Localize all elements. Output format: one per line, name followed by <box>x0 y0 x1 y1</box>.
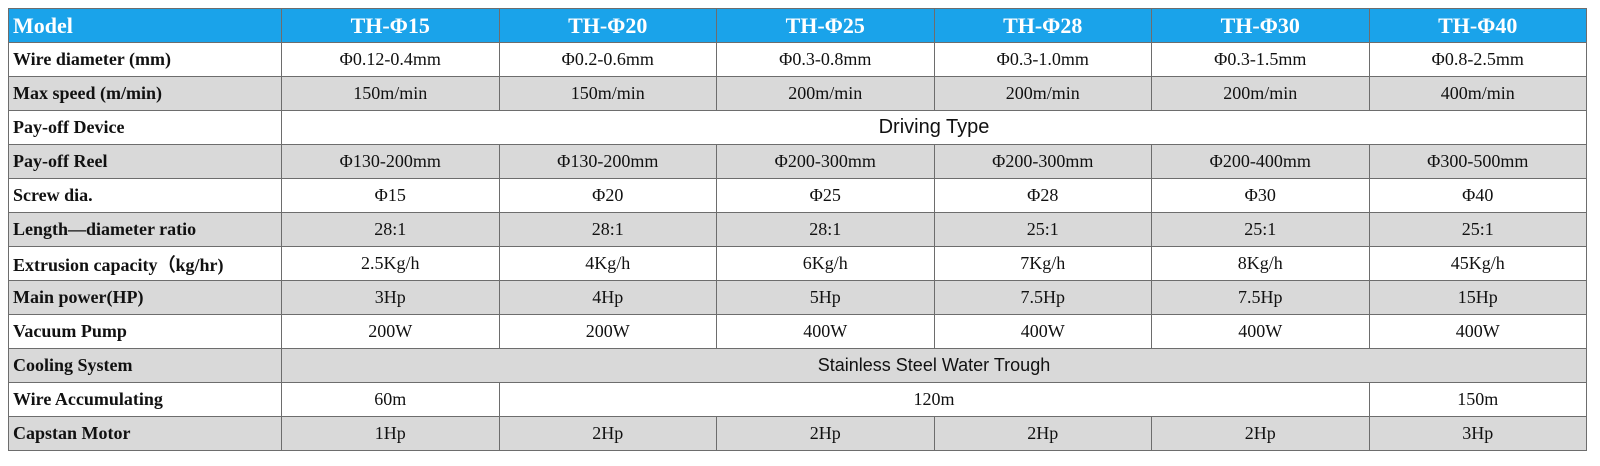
spec-table-container: Model TH-Φ15 TH-Φ20 TH-Φ25 TH-Φ28 TH-Φ30… <box>8 8 1587 451</box>
table-cell: 5Hp <box>716 280 935 315</box>
table-cell: 2Hp <box>1151 416 1370 451</box>
table-cell: 200m/min <box>933 76 1152 111</box>
table-cell: 200W <box>281 314 500 349</box>
table-cell: 2Hp <box>498 416 717 451</box>
table-cell: 2.5Kg/h <box>281 246 500 281</box>
table-cell: 60m <box>281 382 500 417</box>
table-cell: Φ130-200mm <box>281 144 500 179</box>
table-cell: 200m/min <box>716 76 935 111</box>
table-cell: 200m/min <box>1151 76 1370 111</box>
row-payoff-reel: Pay-off Reel Φ130-200mm Φ130-200mm Φ200-… <box>8 144 1587 179</box>
table-cell: 3Hp <box>1368 416 1587 451</box>
table-cell: 15Hp <box>1368 280 1587 315</box>
row-label: Capstan Motor <box>8 416 282 451</box>
table-cell: Φ28 <box>933 178 1152 213</box>
row-label: Pay-off Device <box>8 110 282 145</box>
row-cooling-system: Cooling System Stainless Steel Water Tro… <box>8 348 1587 383</box>
table-cell: 28:1 <box>716 212 935 247</box>
table-cell: 3Hp <box>281 280 500 315</box>
table-cell: 6Kg/h <box>716 246 935 281</box>
header-th-25: TH-Φ25 <box>716 8 935 43</box>
table-cell: Φ0.8-2.5mm <box>1368 42 1587 77</box>
table-cell: Φ15 <box>281 178 500 213</box>
row-wire-diameter: Wire diameter (mm) Φ0.12-0.4mm Φ0.2-0.6m… <box>8 42 1587 77</box>
table-cell: 28:1 <box>281 212 500 247</box>
table-cell: 1Hp <box>281 416 500 451</box>
spec-table: Model TH-Φ15 TH-Φ20 TH-Φ25 TH-Φ28 TH-Φ30… <box>8 8 1587 451</box>
table-cell-merged: Stainless Steel Water Trough <box>281 348 1587 383</box>
table-cell: 400W <box>1368 314 1587 349</box>
row-label: Screw dia. <box>8 178 282 213</box>
table-cell: Φ30 <box>1151 178 1370 213</box>
header-model: Model <box>8 8 282 43</box>
row-label: Main power(HP) <box>8 280 282 315</box>
table-cell: 45Kg/h <box>1368 246 1587 281</box>
table-cell: 150m <box>1368 382 1587 417</box>
table-cell: 2Hp <box>716 416 935 451</box>
row-label: Extrusion capacity（kg/hr) <box>8 246 282 281</box>
table-cell: 150m/min <box>498 76 717 111</box>
row-max-speed: Max speed (m/min) 150m/min 150m/min 200m… <box>8 76 1587 111</box>
table-cell: 25:1 <box>933 212 1152 247</box>
table-cell: Φ0.3-0.8mm <box>716 42 935 77</box>
row-capstan-motor: Capstan Motor 1Hp 2Hp 2Hp 2Hp 2Hp 3Hp <box>8 416 1587 451</box>
row-label: Length—diameter ratio <box>8 212 282 247</box>
table-cell: Φ200-400mm <box>1151 144 1370 179</box>
table-cell-merged: Driving Type <box>281 110 1587 145</box>
header-th-40: TH-Φ40 <box>1368 8 1587 43</box>
table-cell: 4Hp <box>498 280 717 315</box>
table-cell: 7.5Hp <box>1151 280 1370 315</box>
row-label: Wire diameter (mm) <box>8 42 282 77</box>
row-vacuum-pump: Vacuum Pump 200W 200W 400W 400W 400W 400… <box>8 314 1587 349</box>
table-cell: Φ25 <box>716 178 935 213</box>
table-cell: Φ40 <box>1368 178 1587 213</box>
table-cell: Φ0.3-1.5mm <box>1151 42 1370 77</box>
table-cell: Φ0.3-1.0mm <box>933 42 1152 77</box>
row-label: Pay-off Reel <box>8 144 282 179</box>
header-th-30: TH-Φ30 <box>1151 8 1370 43</box>
table-cell-merged: 120m <box>498 382 1370 417</box>
table-cell: Φ200-300mm <box>716 144 935 179</box>
table-cell: 28:1 <box>498 212 717 247</box>
table-cell: 200W <box>498 314 717 349</box>
table-cell: Φ0.2-0.6mm <box>498 42 717 77</box>
table-cell: 150m/min <box>281 76 500 111</box>
header-th-28: TH-Φ28 <box>933 8 1152 43</box>
table-cell: 4Kg/h <box>498 246 717 281</box>
row-label: Max speed (m/min) <box>8 76 282 111</box>
header-th-20: TH-Φ20 <box>498 8 717 43</box>
row-extrusion-capacity: Extrusion capacity（kg/hr) 2.5Kg/h 4Kg/h … <box>8 246 1587 281</box>
table-cell: 7Kg/h <box>933 246 1152 281</box>
table-cell: Φ0.12-0.4mm <box>281 42 500 77</box>
table-cell: 400W <box>716 314 935 349</box>
table-cell: Φ300-500mm <box>1368 144 1587 179</box>
table-cell: 25:1 <box>1368 212 1587 247</box>
table-cell: 400W <box>1151 314 1370 349</box>
table-cell: 7.5Hp <box>933 280 1152 315</box>
table-cell: 8Kg/h <box>1151 246 1370 281</box>
table-cell: Φ200-300mm <box>933 144 1152 179</box>
row-label: Wire Accumulating <box>8 382 282 417</box>
table-cell: 25:1 <box>1151 212 1370 247</box>
table-cell: 2Hp <box>933 416 1152 451</box>
row-screw-dia: Screw dia. Φ15 Φ20 Φ25 Φ28 Φ30 Φ40 <box>8 178 1587 213</box>
table-cell: 400m/min <box>1368 76 1587 111</box>
table-cell: Φ130-200mm <box>498 144 717 179</box>
row-label: Cooling System <box>8 348 282 383</box>
table-cell: Φ20 <box>498 178 717 213</box>
row-label: Vacuum Pump <box>8 314 282 349</box>
row-payoff-device: Pay-off Device Driving Type <box>8 110 1587 145</box>
row-main-power: Main power(HP) 3Hp 4Hp 5Hp 7.5Hp 7.5Hp 1… <box>8 280 1587 315</box>
header-th-15: TH-Φ15 <box>281 8 500 43</box>
table-cell: 400W <box>933 314 1152 349</box>
row-wire-accumulating: Wire Accumulating 60m 120m 150m <box>8 382 1587 417</box>
row-ld-ratio: Length—diameter ratio 28:1 28:1 28:1 25:… <box>8 212 1587 247</box>
header-row: Model TH-Φ15 TH-Φ20 TH-Φ25 TH-Φ28 TH-Φ30… <box>8 8 1587 43</box>
